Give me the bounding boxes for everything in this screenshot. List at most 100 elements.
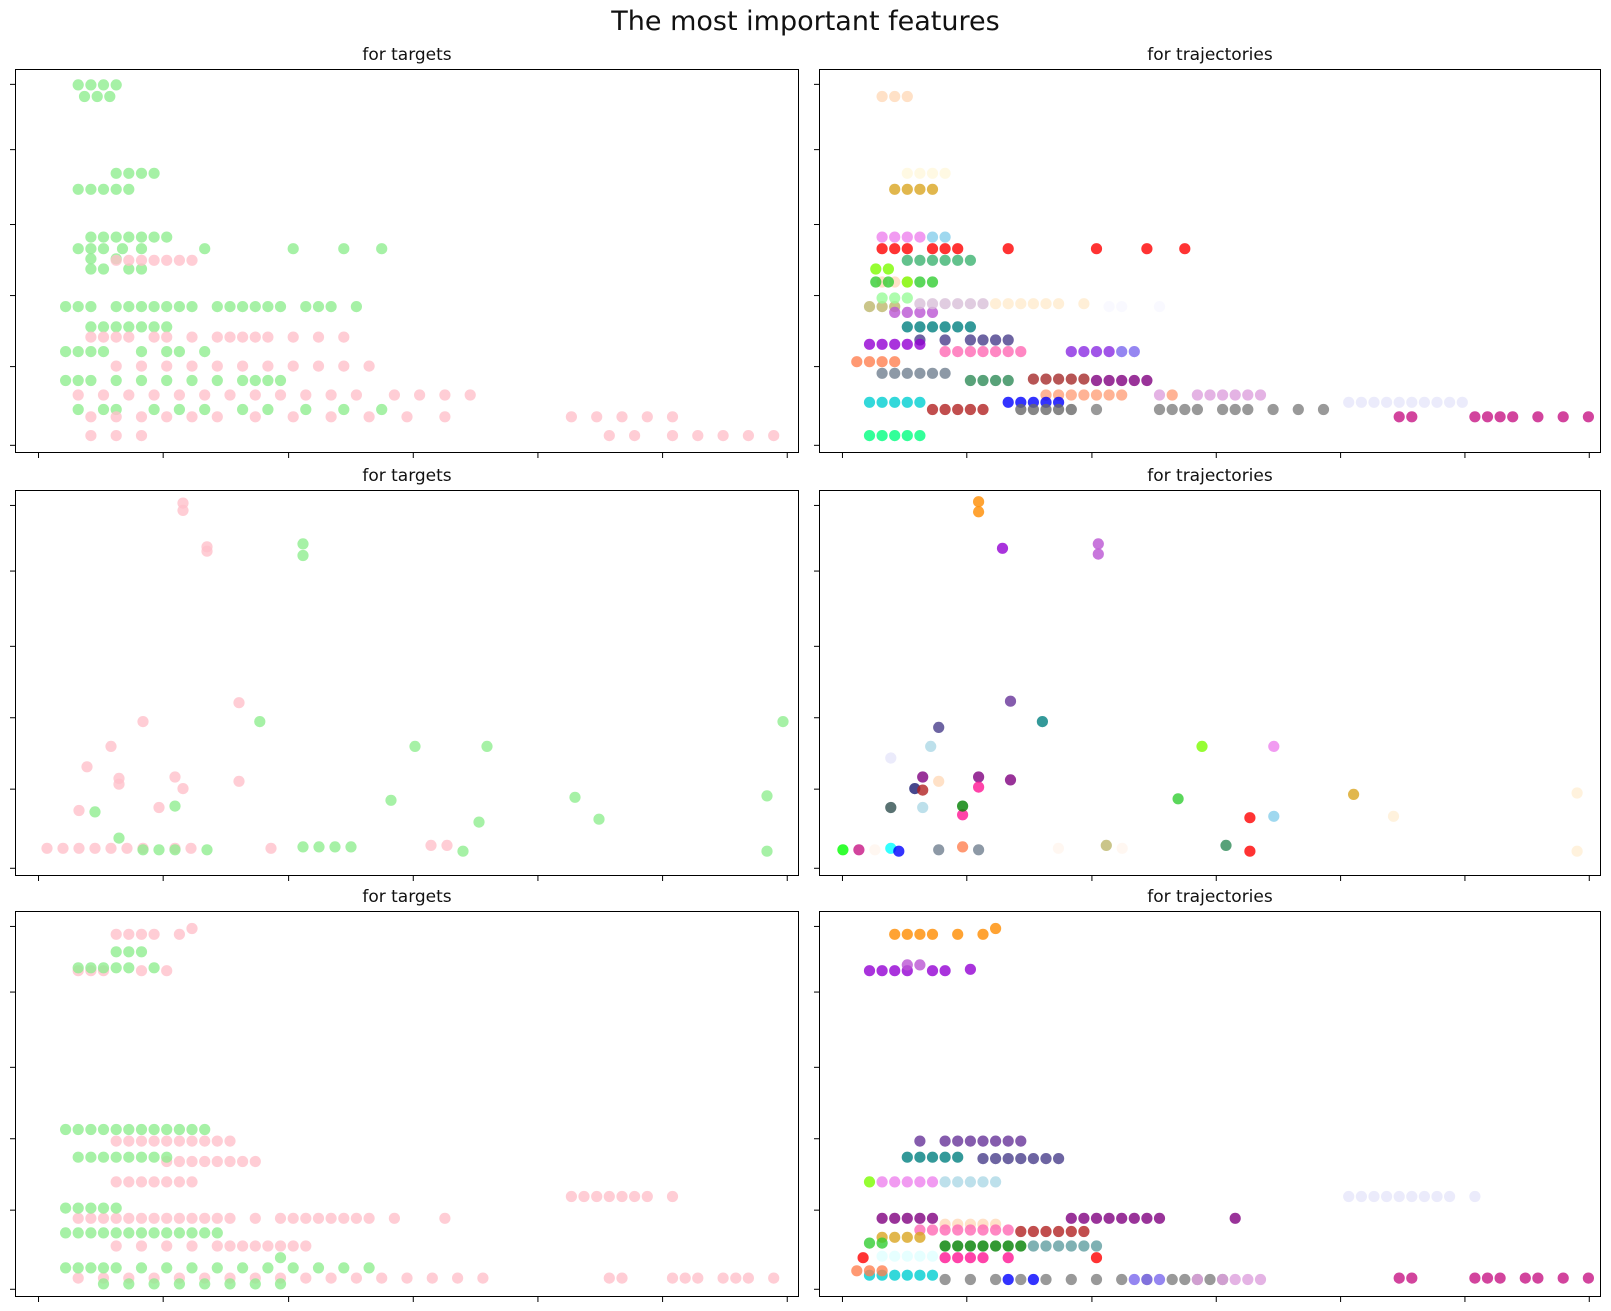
series-1 (89, 538, 789, 857)
scatter-point (161, 1240, 173, 1252)
scatter-point (990, 346, 1002, 358)
scatter-point (952, 1135, 964, 1147)
scatter-point (148, 301, 160, 313)
scatter-point (876, 1250, 888, 1262)
scatter-point (211, 1262, 223, 1274)
scatter-point (123, 301, 135, 313)
scatter-point (939, 1224, 951, 1236)
scatter-point (60, 301, 72, 313)
series-16 (914, 334, 1014, 346)
scatter-point (952, 928, 964, 940)
scatter-point (1027, 1153, 1039, 1165)
scatter-point (914, 430, 926, 442)
scatter-point (926, 928, 939, 940)
scatter-point (274, 1252, 287, 1264)
scatter-point (262, 1262, 274, 1274)
scatter-point (224, 331, 236, 343)
scatter-point (761, 845, 773, 857)
scatter-point (1153, 1212, 1166, 1224)
scatter-point (457, 845, 469, 857)
scatter-point (135, 1176, 148, 1188)
scatter-point (72, 1151, 84, 1163)
scatter-point (148, 928, 160, 940)
scatter-point (85, 183, 97, 195)
scatter-point (1015, 1273, 1027, 1286)
scatter-point (926, 243, 939, 255)
scatter-point (199, 1135, 211, 1147)
scatter-point (1090, 374, 1103, 387)
scatter-point (186, 1135, 198, 1147)
scatter-point (990, 1273, 1002, 1286)
scatter-point (85, 231, 97, 243)
scatter-point (148, 1123, 160, 1136)
scatter-point (297, 841, 309, 853)
scatter-point (1557, 411, 1569, 423)
series-13 (990, 298, 1090, 310)
scatter-point (939, 231, 951, 243)
scatter-point (914, 183, 926, 195)
series-11 (889, 306, 939, 318)
scatter-point (973, 496, 985, 508)
scatter-point (1141, 1212, 1153, 1224)
scatter-point (876, 1237, 888, 1249)
scatter-point (1090, 1252, 1103, 1264)
scatter-point (85, 331, 97, 343)
series-19 (1387, 787, 1583, 857)
scatter-point (363, 1262, 375, 1274)
scatter-point (952, 254, 964, 266)
scatter-point (1343, 1190, 1355, 1203)
series-17 (1027, 1240, 1103, 1252)
scatter-point (990, 1135, 1002, 1147)
scatter-point (135, 167, 148, 179)
scatter-point (97, 1262, 110, 1274)
series-9 (1343, 1190, 1481, 1203)
scatter-point (1191, 389, 1203, 401)
scatter-point (72, 962, 84, 974)
scatter-point (85, 1227, 97, 1239)
scatter-point (1002, 1252, 1014, 1264)
subplot-2: for trajectories (814, 45, 1601, 458)
scatter-point (1065, 1273, 1077, 1286)
scatter-point (300, 389, 312, 401)
scatter-point (857, 1252, 869, 1264)
scatter-point (401, 1272, 413, 1284)
scatter-point (1166, 403, 1178, 416)
scatter-point (889, 367, 901, 379)
scatter-point (901, 1212, 913, 1224)
scatter-point (1368, 396, 1380, 408)
scatter-point (338, 331, 350, 343)
scatter-point (425, 839, 437, 852)
scatter-point (885, 801, 897, 814)
scatter-point (939, 254, 951, 266)
scatter-point (939, 334, 951, 346)
scatter-point (1317, 403, 1330, 416)
scatter-point (889, 928, 901, 940)
scatter-point (939, 1151, 951, 1163)
scatter-point (889, 356, 901, 368)
scatter-point (1494, 411, 1506, 423)
scatter-point (85, 321, 97, 333)
scatter-point (917, 801, 929, 814)
scatter-point (901, 959, 913, 971)
scatter-point (186, 1176, 198, 1188)
series-5 (876, 243, 1191, 255)
scatter-point (97, 321, 110, 333)
scatter-point (60, 1227, 72, 1239)
scatter-point (1229, 1212, 1241, 1224)
scatter-point (926, 1212, 939, 1224)
series-14 (957, 800, 969, 812)
scatter-point (876, 292, 888, 304)
scatter-point (889, 965, 901, 977)
scatter-point (477, 1272, 489, 1284)
scatter-point (616, 1272, 628, 1284)
scatter-point (426, 1272, 438, 1284)
scatter-point (237, 1155, 249, 1168)
scatter-point (110, 1240, 122, 1252)
scatter-point (350, 301, 362, 313)
scatter-point (97, 1278, 110, 1290)
scatter-point (863, 301, 876, 313)
scatter-point (1418, 1190, 1430, 1203)
scatter-point (287, 331, 299, 343)
scatter-point (439, 1212, 451, 1224)
scatter-point (1103, 346, 1115, 358)
